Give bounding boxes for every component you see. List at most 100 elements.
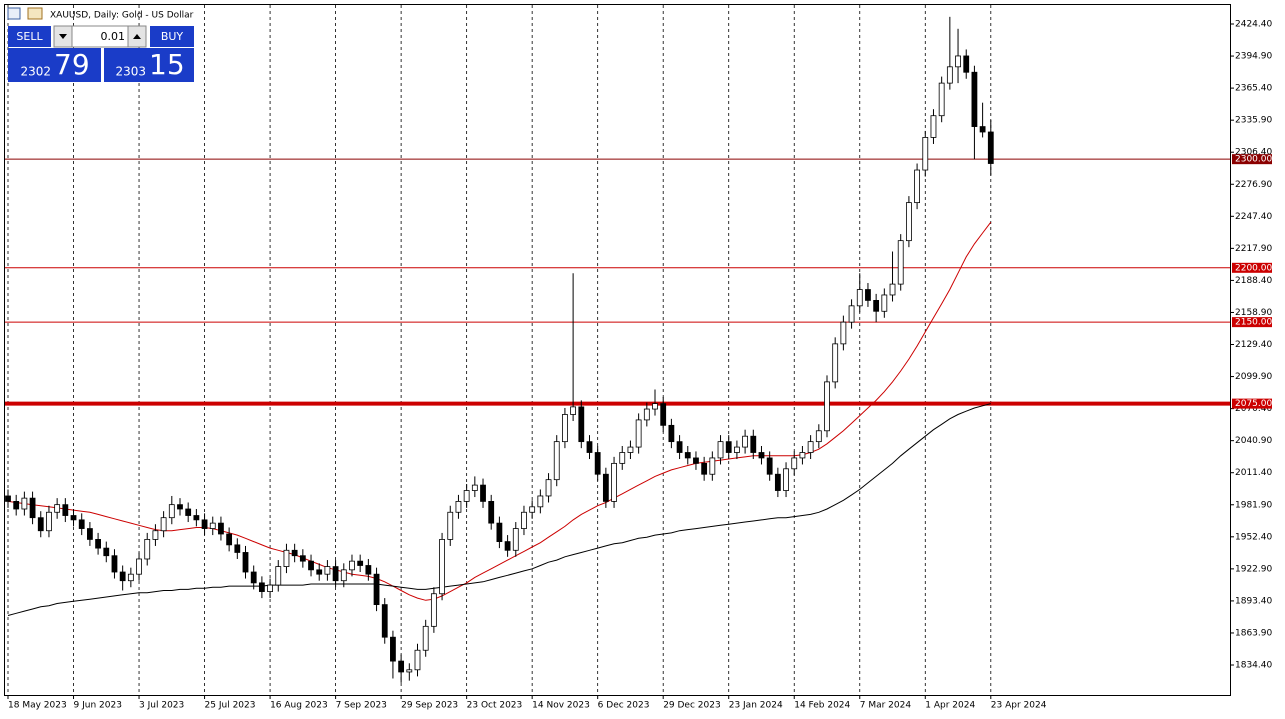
candle-body bbox=[619, 452, 626, 464]
candle-body bbox=[447, 511, 454, 540]
candle-body bbox=[5, 495, 11, 502]
candle-body bbox=[250, 571, 257, 584]
candle-body bbox=[676, 441, 683, 453]
ask-big: 2303 bbox=[115, 65, 146, 79]
candle-body bbox=[635, 419, 642, 448]
chart-icon[interactable] bbox=[27, 7, 43, 20]
sell-button[interactable] bbox=[8, 26, 51, 47]
candle-body bbox=[87, 528, 93, 540]
level-label: 2150.00 bbox=[1235, 318, 1272, 328]
candle-body bbox=[906, 202, 912, 242]
candle-body bbox=[144, 539, 151, 560]
candle-body bbox=[136, 558, 142, 575]
candle-body bbox=[209, 522, 216, 529]
x-tick-label: 7 Mar 2024 bbox=[860, 701, 912, 711]
candle-body bbox=[971, 71, 978, 127]
y-tick-label: 2011.40 bbox=[1235, 468, 1272, 478]
moving-average bbox=[7, 403, 991, 616]
candle-body bbox=[406, 669, 413, 673]
candle-body bbox=[21, 497, 28, 510]
y-tick-label: 2070.40 bbox=[1235, 404, 1272, 414]
candle-body bbox=[422, 625, 429, 651]
level-tag bbox=[1232, 317, 1272, 328]
candle-body bbox=[938, 82, 945, 117]
y-tick-label: 2335.90 bbox=[1235, 116, 1272, 126]
up-arrow bbox=[133, 34, 141, 39]
candle-body bbox=[291, 549, 298, 557]
x-tick-label: 18 May 2023 bbox=[8, 701, 67, 711]
x-tick-label: 7 Sep 2023 bbox=[336, 701, 387, 711]
header: XAUUSD, Daily: Gold - US Dollar bbox=[7, 7, 194, 21]
candle-body bbox=[471, 484, 478, 491]
candle-body bbox=[349, 560, 355, 571]
candle-body bbox=[881, 294, 888, 312]
candle-body bbox=[611, 462, 617, 502]
buy-price[interactable] bbox=[104, 48, 194, 82]
y-tick-label: 2306.40 bbox=[1235, 148, 1272, 158]
candle-body bbox=[54, 504, 61, 513]
x-tick-label: 25 Jul 2023 bbox=[205, 701, 256, 711]
candle-body bbox=[987, 131, 994, 164]
down-arrow bbox=[59, 34, 67, 39]
menu-icon[interactable] bbox=[7, 7, 21, 20]
y-tick-label: 2129.40 bbox=[1235, 340, 1272, 350]
y-tick-label: 2040.90 bbox=[1235, 436, 1272, 446]
candle-body bbox=[946, 66, 953, 84]
buy-button[interactable] bbox=[150, 26, 194, 47]
candle-body bbox=[758, 452, 765, 459]
candle-body bbox=[529, 506, 536, 513]
candle-body bbox=[177, 504, 183, 510]
moving-average bbox=[7, 221, 992, 601]
x-tick-label: 6 Dec 2023 bbox=[598, 701, 650, 711]
candle-body bbox=[570, 406, 577, 415]
x-tick-label: 23 Oct 2023 bbox=[467, 701, 523, 711]
candle-body bbox=[324, 566, 331, 575]
candle-body bbox=[439, 539, 445, 595]
candle-body bbox=[734, 446, 740, 453]
candle-body bbox=[381, 604, 388, 638]
candle-body bbox=[602, 473, 609, 502]
candle-body bbox=[160, 517, 167, 532]
candle-body bbox=[340, 569, 347, 582]
candle-body bbox=[627, 446, 634, 453]
candle-body bbox=[414, 649, 421, 671]
candle-body bbox=[37, 517, 44, 532]
candle-body bbox=[701, 462, 708, 475]
candle-body bbox=[226, 533, 233, 546]
bid-small: 79 bbox=[54, 48, 90, 81]
candle-body bbox=[799, 452, 806, 459]
candle-body bbox=[652, 403, 658, 410]
candle-body bbox=[594, 452, 601, 475]
candle-body bbox=[750, 435, 757, 453]
candle-body bbox=[873, 300, 880, 312]
y-tick-label: 2158.90 bbox=[1235, 308, 1272, 318]
candle-body bbox=[218, 522, 224, 535]
y-tick-label: 1981.90 bbox=[1235, 500, 1272, 510]
candle-body bbox=[455, 500, 462, 513]
candle-body bbox=[496, 522, 503, 542]
candle-body bbox=[963, 55, 970, 73]
buy-label: BUY bbox=[161, 30, 184, 43]
y-tick-label: 2247.40 bbox=[1235, 212, 1272, 222]
candle-body bbox=[709, 457, 716, 475]
candle-body bbox=[766, 457, 773, 475]
candle-body bbox=[267, 584, 273, 592]
candle-body bbox=[840, 321, 847, 345]
candle-body bbox=[480, 484, 486, 502]
candle-body bbox=[111, 555, 118, 573]
x-tick-label: 3 Jul 2023 bbox=[139, 701, 184, 711]
bid-big: 2302 bbox=[20, 65, 51, 79]
candle-body bbox=[922, 137, 929, 171]
x-tick-label: 16 Aug 2023 bbox=[270, 701, 328, 711]
x-tick-label: 1 Apr 2024 bbox=[925, 701, 975, 711]
grid bbox=[5, 5, 1230, 695]
sell-price[interactable] bbox=[8, 48, 101, 82]
candle-body bbox=[357, 560, 364, 566]
candle-body bbox=[545, 479, 552, 497]
trade-panel: SELL 0.01 BUY 2302 79 2303 15 bbox=[8, 25, 194, 82]
candle-body bbox=[578, 406, 585, 443]
candle-body bbox=[127, 573, 134, 582]
candle-body bbox=[168, 504, 175, 519]
y-tick-label: 1922.90 bbox=[1235, 564, 1272, 574]
